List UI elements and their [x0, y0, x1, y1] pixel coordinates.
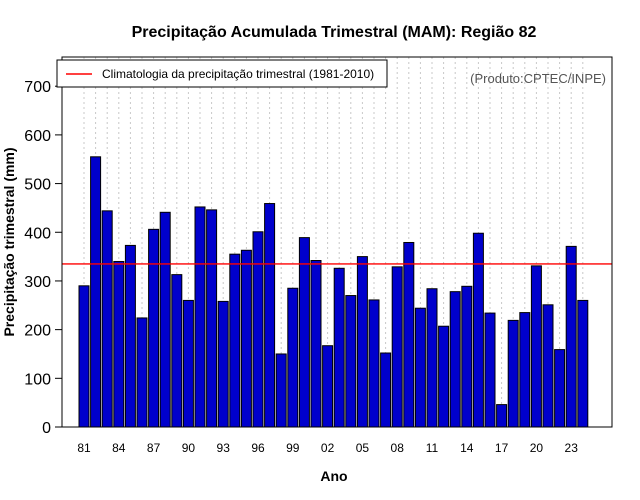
x-tick-label: 81 — [77, 441, 91, 455]
bar-10 — [414, 307, 426, 428]
bar-12 — [438, 325, 450, 428]
bar-84 — [113, 260, 125, 428]
bar-02 — [322, 345, 334, 428]
x-tick-label: 02 — [321, 441, 335, 455]
legend-label: Climatologia da precipitação trimestral … — [102, 67, 374, 81]
bar-22 — [554, 349, 566, 428]
bar-16 — [484, 312, 496, 428]
plot-frame — [61, 56, 613, 428]
bar-14 — [461, 285, 473, 428]
bar-00 — [298, 237, 310, 428]
x-tick-label: 99 — [286, 441, 300, 455]
bar-81 — [78, 285, 90, 428]
bar-95 — [240, 249, 252, 428]
y-tick-label: 0 — [42, 420, 51, 437]
x-tick-label: 93 — [217, 441, 231, 455]
bar-08 — [391, 266, 403, 428]
bar-96 — [252, 231, 264, 428]
x-tick-label: 96 — [251, 441, 265, 455]
bar-85 — [124, 244, 136, 428]
y-tick-label: 400 — [24, 225, 51, 242]
bar-86 — [136, 317, 148, 428]
bar-17 — [496, 404, 508, 428]
chart-title: Precipitação Acumulada Trimestral (MAM):… — [132, 24, 537, 41]
y-tick-label: 100 — [24, 371, 51, 388]
y-tick-label: 700 — [24, 79, 51, 96]
bar-09 — [403, 241, 415, 428]
x-axis-label: Ano — [320, 468, 347, 484]
x-tick-label: 20 — [530, 441, 544, 455]
bar-13 — [449, 291, 461, 428]
y-axis-label: Precipitação trimestral (mm) — [1, 147, 17, 336]
x-tick-label: 87 — [147, 441, 161, 455]
y-tick-label: 200 — [24, 323, 51, 340]
credit-text: (Produto:CPTEC/INPE) — [470, 71, 606, 86]
bar-23 — [565, 245, 577, 428]
y-tick-label: 300 — [24, 274, 51, 291]
x-tick-label: 08 — [391, 441, 405, 455]
bar-92 — [206, 209, 218, 428]
bar-87 — [148, 228, 160, 428]
bar-97 — [264, 203, 276, 428]
bar-20 — [530, 265, 542, 428]
legend-box — [56, 59, 388, 88]
y-tick-label: 500 — [24, 177, 51, 194]
bar-06 — [368, 299, 380, 428]
y-axis: 0 100 200 300 400 500 600 700 — [24, 79, 62, 437]
bar-91 — [194, 206, 206, 428]
bar-11 — [426, 288, 438, 428]
x-axis: 81 84 87 90 93 96 99 02 05 08 11 14 17 20 23 — [77, 441, 578, 455]
bar-98 — [275, 353, 287, 428]
bar-19 — [519, 312, 531, 428]
x-tick-label: 90 — [182, 441, 196, 455]
x-tick-label: 14 — [460, 441, 474, 455]
bar-99 — [287, 287, 299, 428]
bar-90 — [182, 299, 194, 428]
x-tick-label: 17 — [495, 441, 509, 455]
bar-18 — [507, 319, 519, 428]
bar-83 — [101, 210, 113, 428]
y-tick-label: 600 — [24, 128, 51, 145]
bar-94 — [229, 253, 241, 428]
bar-24 — [577, 299, 589, 428]
x-tick-label: 05 — [356, 441, 370, 455]
bar-05 — [356, 256, 368, 428]
bar-88 — [159, 211, 171, 428]
bars-group — [78, 156, 589, 428]
bar-03 — [333, 267, 345, 428]
bar-15 — [472, 232, 484, 428]
x-tick-label: 23 — [565, 441, 579, 455]
bar-82 — [90, 156, 102, 428]
bar-04 — [345, 295, 357, 428]
x-tick-label: 84 — [112, 441, 126, 455]
bar-89 — [171, 274, 183, 428]
bar-01 — [310, 260, 322, 428]
legend: Climatologia da precipitação trimestral … — [56, 59, 388, 88]
bar-93 — [217, 300, 229, 428]
x-tick-label: 11 — [426, 441, 439, 455]
bar-21 — [542, 304, 554, 428]
bar-07 — [380, 352, 392, 428]
